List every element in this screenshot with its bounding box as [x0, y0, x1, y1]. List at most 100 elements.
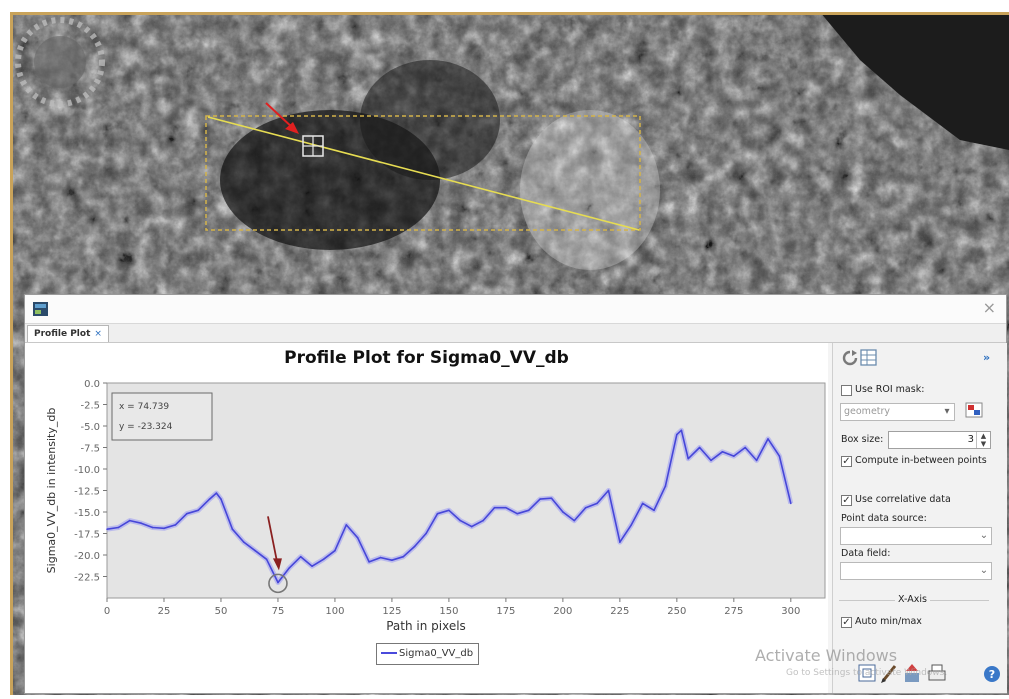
readout-x-text: x = 74.739: [119, 402, 169, 412]
point-data-source-combo[interactable]: ⌄: [840, 527, 992, 545]
data-point: [448, 509, 450, 512]
data-point: [680, 429, 683, 432]
roi-selection-rectangle[interactable]: [205, 115, 641, 231]
data-point: [653, 509, 655, 512]
data-point: [687, 457, 690, 460]
point-data-source-label: Point data source:: [841, 513, 927, 524]
annotation-arrow: [267, 516, 278, 562]
roi-mask-combo-value: geometry: [844, 406, 891, 417]
data-point: [698, 446, 701, 449]
data-point: [676, 433, 678, 436]
data-point: [516, 512, 519, 515]
data-point: [174, 524, 177, 526]
x-tick-label: 300: [781, 606, 800, 617]
window-title-bar: ×: [25, 295, 1006, 324]
profile-chart[interactable]: 0.0 -2.5 -5.0 -7.5 -10.0 -12.5 -15.0 -17.5 -20.0…: [25, 343, 828, 643]
expand-panel-button[interactable]: »: [983, 351, 991, 364]
data-point: [550, 497, 553, 500]
data-point: [402, 555, 405, 558]
data-point: [721, 451, 724, 453]
x-tick-label: 100: [325, 606, 344, 617]
spinner-arrows-icon[interactable]: ▲ ▼: [976, 432, 990, 448]
window-close-button[interactable]: ×: [982, 298, 996, 317]
data-point: [299, 555, 302, 558]
data-point: [215, 492, 218, 494]
data-point: [311, 565, 313, 567]
data-point: [493, 506, 496, 509]
profile-plot-area[interactable]: 0.0 -2.5 -5.0 -7.5 -10.0 -12.5 -15.0 -17.5 -20.0…: [25, 343, 828, 693]
x-tick-label: 50: [215, 606, 228, 617]
y-tick-label: -15.0: [74, 508, 100, 519]
compass-icon[interactable]: [15, 17, 105, 107]
data-point: [277, 581, 279, 584]
chart-legend: Sigma0_VV_db: [376, 643, 480, 665]
tab-close-icon[interactable]: ×: [94, 329, 102, 339]
data-point: [265, 558, 268, 561]
data-point: [641, 502, 644, 505]
box-size-label: Box size:: [841, 434, 884, 445]
profile-path-line[interactable]: [207, 116, 640, 231]
coordinate-readout-box: [111, 392, 213, 441]
options-panel: » Use ROI mask: geometry ▾ Box size: 3 ▲…: [832, 343, 1007, 693]
data-point: [755, 459, 758, 462]
data-point: [197, 509, 199, 512]
x-axis-section-title: X-Axis: [895, 594, 930, 605]
data-point: [391, 559, 393, 561]
data-point: [505, 506, 507, 509]
snap-app-icon: [33, 302, 48, 316]
data-point: [482, 519, 484, 522]
data-point: [231, 528, 234, 530]
compute-in-between-checkbox[interactable]: ✓: [841, 456, 852, 467]
no-data-region: [820, 12, 1009, 150]
refresh-icon[interactable]: [841, 349, 877, 367]
y-tick-label: -12.5: [74, 487, 100, 498]
highlight-circle: [268, 573, 288, 594]
x-tick-label: 150: [439, 606, 458, 617]
data-point: [379, 556, 382, 559]
data-point: [584, 506, 587, 509]
box-size-spinner[interactable]: 3 ▲ ▼: [888, 431, 991, 449]
x-tick-label: 175: [496, 606, 515, 617]
data-field-combo[interactable]: ⌄: [840, 562, 992, 580]
auto-min-max-label: Auto min/max: [855, 616, 922, 627]
data-point: [185, 512, 188, 515]
data-point: [744, 446, 747, 449]
x-tick-label: 75: [272, 606, 285, 617]
tab-profile-plot[interactable]: Profile Plot ×: [27, 325, 109, 342]
auto-min-max-checkbox[interactable]: ✓: [841, 617, 852, 628]
print-icon[interactable]: [928, 664, 946, 681]
legend-swatch: [381, 652, 397, 654]
x-tick-label: 225: [610, 606, 629, 617]
use-correlative-checkbox[interactable]: ✓: [841, 495, 852, 506]
data-point: [619, 541, 621, 543]
x-tick-label: 25: [158, 606, 171, 617]
x-tick-label: 125: [382, 606, 401, 617]
data-point: [425, 532, 427, 535]
data-point: [539, 498, 541, 500]
y-tick-label: -5.0: [80, 422, 100, 433]
chevron-down-icon: ⌄: [979, 530, 989, 541]
data-point: [413, 545, 416, 548]
mask-manager-icon[interactable]: [964, 400, 984, 420]
x-axis-label: Path in pixels: [386, 619, 466, 633]
readout-y-text: y = -23.324: [119, 422, 173, 432]
data-point: [630, 524, 633, 526]
roi-mask-combo[interactable]: geometry ▾: [840, 403, 955, 421]
legend-entry-label: Sigma0_VV_db: [399, 648, 474, 659]
data-point: [470, 525, 473, 528]
help-button[interactable]: ?: [982, 664, 1002, 684]
use-roi-mask-checkbox[interactable]: [841, 385, 852, 396]
data-point: [368, 561, 370, 563]
export-icon[interactable]: [905, 664, 919, 682]
x-tick-label: 200: [553, 606, 572, 617]
zoom-all-icon[interactable]: [858, 664, 876, 682]
data-point: [562, 511, 564, 513]
data-point: [459, 519, 462, 522]
bright-region: [520, 110, 660, 270]
plot-background[interactable]: [106, 382, 826, 599]
data-point: [151, 526, 154, 529]
edit-pencil-icon[interactable]: [881, 665, 897, 683]
bottom-toolbar: [858, 664, 946, 683]
data-point: [140, 522, 142, 524]
data-point: [664, 485, 667, 487]
